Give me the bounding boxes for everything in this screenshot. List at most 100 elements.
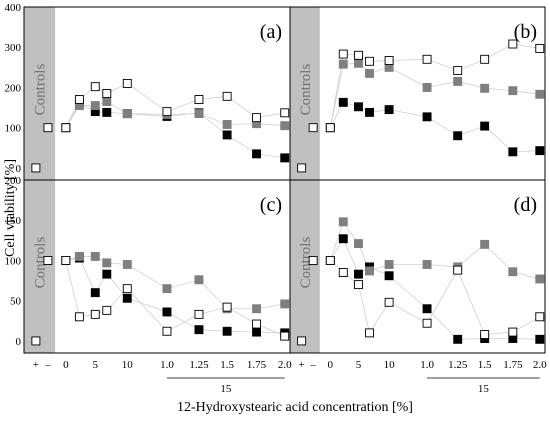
series-line-black-filled bbox=[65, 257, 285, 334]
x-tick-label: 10 bbox=[122, 359, 134, 371]
data-point-gray-filled bbox=[102, 258, 112, 268]
data-point-black-filled bbox=[384, 105, 394, 115]
series-line-black-filled bbox=[329, 237, 540, 340]
data-point-open bbox=[90, 309, 100, 319]
data-point-gray-filled bbox=[480, 239, 490, 249]
data-point-black-filled bbox=[354, 102, 363, 112]
data-point-black-filled bbox=[252, 327, 262, 337]
x-tick-label: 0 bbox=[63, 359, 69, 371]
series-line-open bbox=[330, 260, 540, 335]
data-point-open bbox=[122, 284, 132, 294]
y-tick-label: 200 bbox=[5, 175, 22, 187]
axes-layer: Cell viability [%] 12-Hydroxystearic aci… bbox=[3, 2, 547, 415]
data-point-black-filled bbox=[280, 153, 290, 163]
data-point-open bbox=[325, 256, 335, 265]
data-point-gray-filled bbox=[162, 284, 172, 294]
data-point-open bbox=[162, 107, 172, 117]
x-tick-label: 5 bbox=[93, 359, 99, 371]
series-line-gray-filled bbox=[329, 220, 540, 280]
x-tick-label: 2.0 bbox=[533, 359, 547, 371]
panel-tag: (a) bbox=[260, 21, 282, 43]
data-point-open bbox=[508, 327, 518, 337]
y-tick-label: 400 bbox=[5, 2, 22, 14]
data-point-open bbox=[308, 256, 318, 265]
data-point-open bbox=[280, 108, 290, 118]
data-point-open bbox=[74, 312, 84, 322]
data-point-gray-filled bbox=[194, 275, 204, 285]
y-tick-label: 50 bbox=[10, 296, 22, 308]
panel-tag: (d) bbox=[514, 194, 537, 216]
data-point-gray-filled bbox=[102, 97, 112, 106]
series-line-gray-filled bbox=[329, 62, 540, 128]
data-point-gray-filled bbox=[222, 120, 232, 129]
panel-b: Controls (b) bbox=[289, 6, 546, 181]
data-point-black-filled bbox=[338, 97, 348, 107]
data-point-black-filled bbox=[508, 147, 518, 157]
data-point-open bbox=[194, 95, 204, 104]
y-tick-label: 100 bbox=[5, 123, 22, 135]
x-tick-label: 1.5 bbox=[220, 359, 234, 371]
x-tick-label: + bbox=[299, 359, 305, 371]
data-point-open bbox=[508, 39, 518, 49]
panel-frame bbox=[23, 179, 291, 354]
series-line-gray-filled bbox=[65, 101, 285, 128]
x-tick-label: + bbox=[33, 359, 39, 371]
data-point-gray-filled bbox=[90, 101, 100, 111]
data-point-gray-filled bbox=[90, 251, 100, 261]
data-point-gray-filled bbox=[365, 68, 374, 78]
data-point-gray-filled bbox=[280, 299, 290, 309]
data-point-open bbox=[61, 123, 71, 133]
data-point-open bbox=[222, 302, 232, 312]
panel-frame bbox=[23, 6, 291, 181]
data-point-gray-filled bbox=[365, 266, 374, 276]
y-axis-title: Cell viability [%] bbox=[3, 159, 18, 257]
data-point-open bbox=[325, 123, 335, 133]
x-tick-label: 5 bbox=[356, 359, 362, 371]
data-point-gray-filled bbox=[508, 267, 518, 277]
data-point-black-filled bbox=[222, 326, 232, 336]
data-point-open bbox=[297, 163, 307, 173]
data-point-gray-filled bbox=[74, 251, 84, 261]
data-point-open bbox=[338, 268, 348, 277]
data-point-gray-filled bbox=[280, 121, 290, 131]
data-point-open bbox=[453, 265, 463, 275]
data-point-open bbox=[90, 82, 100, 92]
data-point-black-filled bbox=[453, 131, 463, 141]
data-point-gray-filled bbox=[480, 83, 490, 93]
controls-label: Controls bbox=[298, 237, 314, 289]
data-point-open bbox=[280, 331, 290, 341]
data-point-gray-filled bbox=[338, 217, 348, 227]
data-point-black-filled bbox=[122, 293, 132, 303]
data-point-gray-filled bbox=[338, 59, 348, 69]
data-point-open bbox=[535, 312, 545, 322]
x-tick-label: – bbox=[309, 359, 316, 371]
bracket-label: 15 bbox=[478, 383, 490, 395]
panel-tag: (c) bbox=[260, 194, 282, 216]
controls-band bbox=[24, 180, 56, 353]
x-tick-label: 0 bbox=[328, 359, 334, 371]
data-point-open bbox=[354, 50, 363, 60]
data-point-open bbox=[384, 297, 394, 307]
data-point-black-filled bbox=[102, 269, 112, 279]
x-tick-label: 10 bbox=[384, 359, 396, 371]
data-point-open bbox=[535, 43, 545, 53]
data-point-black-filled bbox=[422, 112, 432, 122]
data-point-black-filled bbox=[222, 130, 232, 140]
y-tick-label: 300 bbox=[5, 42, 22, 54]
y-tick-label: 0 bbox=[16, 163, 22, 175]
data-point-black-filled bbox=[102, 107, 112, 117]
controls-band bbox=[24, 7, 56, 180]
series-line-open bbox=[65, 82, 285, 128]
data-point-black-filled bbox=[535, 146, 545, 156]
data-point-open bbox=[122, 78, 132, 88]
data-point-open bbox=[102, 89, 112, 98]
data-point-black-filled bbox=[354, 269, 363, 279]
data-point-gray-filled bbox=[422, 83, 432, 92]
panels-layer: Controls(a)Controls(b)Controls(c)Control… bbox=[23, 6, 546, 354]
y-tick-label: 100 bbox=[5, 255, 22, 267]
data-point-open bbox=[480, 330, 490, 339]
data-point-open bbox=[365, 328, 374, 338]
data-point-gray-filled bbox=[194, 109, 204, 119]
